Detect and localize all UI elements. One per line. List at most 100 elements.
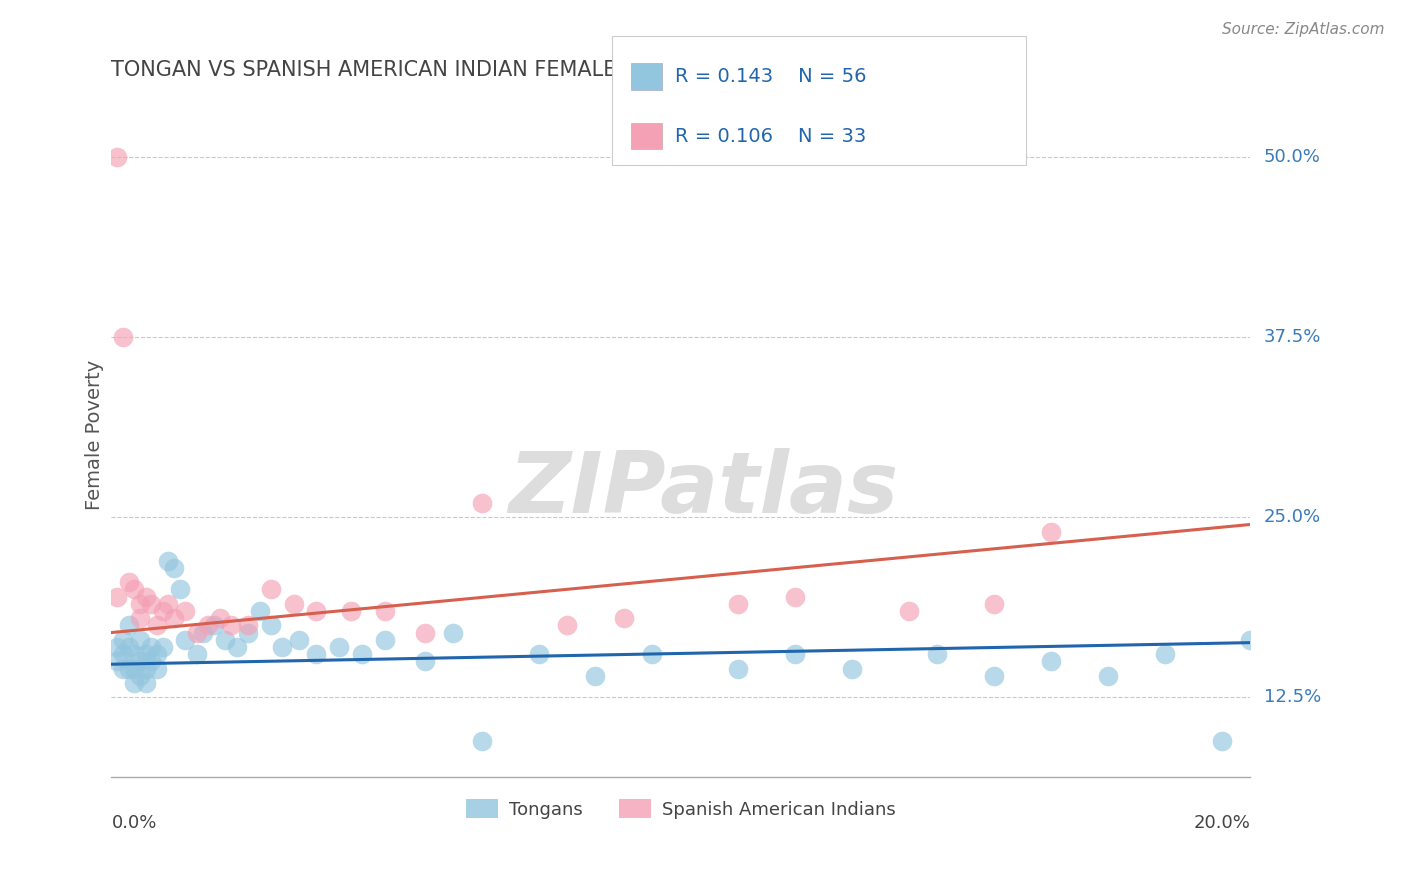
- Point: [236, 618, 259, 632]
- Text: Source: ZipAtlas.com: Source: ZipAtlas.com: [1222, 22, 1385, 37]
- Point: [157, 553, 180, 567]
- Point: [441, 625, 464, 640]
- Point: [260, 618, 283, 632]
- Point: [117, 618, 139, 632]
- Point: [174, 632, 197, 647]
- Point: [129, 669, 152, 683]
- Text: 37.5%: 37.5%: [1264, 328, 1322, 346]
- Point: [1153, 647, 1175, 661]
- Point: [249, 604, 271, 618]
- Point: [111, 632, 134, 647]
- Point: [983, 669, 1005, 683]
- Point: [1039, 524, 1062, 539]
- Point: [471, 496, 494, 510]
- Point: [111, 662, 134, 676]
- Point: [374, 632, 396, 647]
- Text: ZIPatlas: ZIPatlas: [509, 448, 898, 531]
- Point: [783, 647, 806, 661]
- Point: [288, 632, 311, 647]
- Text: 50.0%: 50.0%: [1264, 148, 1320, 166]
- Point: [146, 662, 169, 676]
- Point: [111, 330, 134, 344]
- Point: [374, 604, 396, 618]
- Point: [727, 597, 749, 611]
- Point: [1097, 669, 1119, 683]
- Point: [129, 654, 152, 668]
- Point: [129, 597, 152, 611]
- Legend: Tongans, Spanish American Indians: Tongans, Spanish American Indians: [458, 791, 903, 826]
- Point: [841, 662, 863, 676]
- Point: [105, 150, 128, 164]
- Text: R = 0.143    N = 56: R = 0.143 N = 56: [675, 67, 866, 87]
- Point: [260, 582, 283, 597]
- Point: [555, 618, 578, 632]
- Point: [585, 669, 607, 683]
- Text: 0.0%: 0.0%: [111, 814, 157, 832]
- Point: [141, 654, 163, 668]
- Point: [186, 625, 208, 640]
- Point: [271, 640, 294, 654]
- Point: [527, 647, 550, 661]
- Point: [897, 604, 920, 618]
- Point: [214, 632, 236, 647]
- Point: [122, 582, 145, 597]
- Point: [105, 640, 128, 654]
- Point: [122, 662, 145, 676]
- Point: [208, 611, 231, 625]
- Point: [783, 590, 806, 604]
- Point: [157, 597, 180, 611]
- Point: [925, 647, 948, 661]
- Point: [1039, 654, 1062, 668]
- Point: [117, 575, 139, 590]
- Point: [283, 597, 305, 611]
- Point: [135, 662, 157, 676]
- Point: [135, 647, 157, 661]
- Point: [613, 611, 636, 625]
- Point: [163, 611, 186, 625]
- Point: [197, 618, 219, 632]
- Text: TONGAN VS SPANISH AMERICAN INDIAN FEMALE POVERTY CORRELATION CHART: TONGAN VS SPANISH AMERICAN INDIAN FEMALE…: [111, 60, 949, 79]
- Point: [146, 618, 169, 632]
- Point: [111, 647, 134, 661]
- Point: [305, 604, 328, 618]
- Point: [169, 582, 191, 597]
- Point: [202, 618, 225, 632]
- Point: [117, 662, 139, 676]
- Point: [983, 597, 1005, 611]
- Point: [413, 654, 436, 668]
- Point: [305, 647, 328, 661]
- Point: [339, 604, 361, 618]
- Point: [135, 590, 157, 604]
- Point: [1211, 733, 1233, 747]
- Text: 20.0%: 20.0%: [1194, 814, 1250, 832]
- Point: [1239, 632, 1261, 647]
- Point: [471, 733, 494, 747]
- Text: R = 0.106    N = 33: R = 0.106 N = 33: [675, 127, 866, 145]
- Point: [122, 676, 145, 690]
- Point: [117, 640, 139, 654]
- Text: 12.5%: 12.5%: [1264, 689, 1322, 706]
- Y-axis label: Female Poverty: Female Poverty: [86, 359, 104, 509]
- Point: [413, 625, 436, 640]
- Text: 25.0%: 25.0%: [1264, 508, 1322, 526]
- Point: [152, 640, 174, 654]
- Point: [129, 611, 152, 625]
- Point: [163, 560, 186, 574]
- Point: [191, 625, 214, 640]
- Point: [236, 625, 259, 640]
- Point: [186, 647, 208, 661]
- Point: [641, 647, 664, 661]
- Point: [129, 632, 152, 647]
- Point: [350, 647, 373, 661]
- Point: [141, 597, 163, 611]
- Point: [174, 604, 197, 618]
- Point: [141, 640, 163, 654]
- Point: [105, 654, 128, 668]
- Point: [105, 590, 128, 604]
- Point: [225, 640, 247, 654]
- Point: [727, 662, 749, 676]
- Point: [146, 647, 169, 661]
- Point: [135, 676, 157, 690]
- Point: [328, 640, 350, 654]
- Point: [219, 618, 242, 632]
